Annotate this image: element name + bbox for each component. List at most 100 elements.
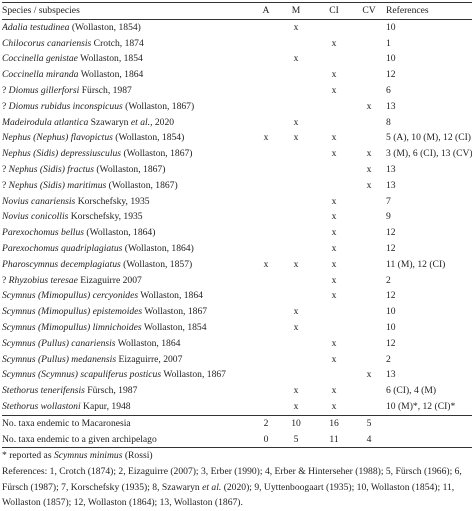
table-row: ? Nephus (Sidis) fractus (Wollaston, 186… xyxy=(2,162,472,178)
table-row: Parexochomus bellus (Wollaston, 1864) x 12 xyxy=(2,225,472,241)
header-m: M xyxy=(278,2,314,20)
table-row: Scymnus (Mimopullus) limnichoides Wollas… xyxy=(2,320,472,336)
cell-ci: x xyxy=(331,227,337,239)
header-cv: CV xyxy=(354,2,384,20)
cell-references: 12 xyxy=(386,242,396,254)
species-name: Stethorus tenerifensis xyxy=(2,385,85,397)
species-author: Eizaguirre 2007 xyxy=(77,274,142,286)
species-name: Novius canariensis xyxy=(2,195,76,207)
header-species: Species / subspecies xyxy=(2,2,254,20)
species-name: Nephus xyxy=(8,179,38,191)
cell-m xyxy=(278,83,314,99)
species-subgenus: Sidis xyxy=(36,148,56,160)
species-epithet: ) canariensis xyxy=(65,337,116,349)
cell-m xyxy=(278,209,314,225)
species-name: Scymnus xyxy=(2,369,36,381)
summary-references xyxy=(384,431,472,449)
species-subgenus: Nephus xyxy=(36,132,66,144)
cell-references: 12 xyxy=(386,227,396,239)
cell-references: 3 (M), 6 (CI), 13 (CV) xyxy=(386,148,472,160)
cell-a xyxy=(254,225,278,241)
cell-cv: x xyxy=(366,179,372,191)
species-author: (Wollaston, 1867) xyxy=(93,163,166,175)
cell-references: 12 xyxy=(386,337,396,349)
cell-cv xyxy=(354,288,384,304)
summary-label: No. taxa endemic to a given archipelago xyxy=(2,431,254,449)
species-cell: Nephus (Nephus) flavopictus (Wollaston, … xyxy=(2,130,254,146)
species-author: Korschefsky, 1935 xyxy=(75,195,150,207)
cell-references: 9 xyxy=(386,211,391,223)
species-author: Korschefsky, 1935 xyxy=(68,211,143,223)
summary-label: No. taxa endemic to Macaronesia xyxy=(2,414,254,432)
cell-a xyxy=(254,241,278,257)
cell-ci: x xyxy=(331,84,337,96)
cell-cv xyxy=(354,130,384,146)
species-epithet: ) cercyonides xyxy=(87,290,139,302)
cell-a xyxy=(254,194,278,210)
species-subgenus-open: ( xyxy=(35,290,42,302)
species-name: Parexochomus bellus xyxy=(2,227,84,239)
cell-references: 6 xyxy=(386,84,391,96)
cell-a xyxy=(254,209,278,225)
species-author: Wollaston, 1864 xyxy=(138,290,203,302)
table-row: Parexochomus quadriplagiatus (Wollaston,… xyxy=(2,241,472,257)
species-subgenus-open: ( xyxy=(35,337,42,349)
cell-cv xyxy=(354,352,384,368)
cell-cv xyxy=(354,36,384,52)
species-subgenus-open: ( xyxy=(30,148,37,160)
species-name: Scymnus xyxy=(2,337,36,349)
cell-ci xyxy=(314,320,354,336)
table-row: Chilocorus canariensis Crotch, 1874 x 1 xyxy=(2,36,472,52)
cell-m: x xyxy=(293,321,299,333)
header-ci: CI xyxy=(314,2,354,20)
table-row: ? Nephus (Sidis) maritimus (Wollaston, 1… xyxy=(2,178,472,194)
cell-m xyxy=(278,367,314,383)
species-cell: Coccinella genistae Wollaston, 1854 xyxy=(2,51,254,67)
species-subgenus-open: ( xyxy=(30,132,37,144)
cell-cv xyxy=(354,383,384,399)
cell-ci xyxy=(314,99,354,115)
cell-a xyxy=(254,352,278,368)
species-subgenus: Sidis xyxy=(43,179,62,191)
cell-ci xyxy=(314,115,354,131)
species-cell: Novius canariensis Korschefsky, 1935 xyxy=(2,194,254,210)
cell-ci: x xyxy=(331,337,337,349)
cell-m xyxy=(278,194,314,210)
species-uncertain-mark: ? xyxy=(2,163,9,175)
species-author: Szawaryn xyxy=(88,116,131,128)
table-row: Coccinella miranda Wollaston, 1864 x 12 xyxy=(2,67,472,83)
species-name: Stethorus wollastoni xyxy=(2,400,81,412)
cell-cv xyxy=(354,19,384,35)
cell-cv xyxy=(354,336,384,352)
footnote: * reported as Scymnus minimus (Rossi) xyxy=(2,448,472,464)
table-row: Scymnus (Mimopullus) cercyonides Wollast… xyxy=(2,288,472,304)
species-cell: Scymnus (Pullus) medanensis Eizaguirre, … xyxy=(2,352,254,368)
cell-ci: x xyxy=(331,211,337,223)
cell-ci: x xyxy=(331,258,337,270)
cell-ci: x xyxy=(331,290,337,302)
header-a: A xyxy=(254,2,278,20)
species-name: Rhyzobius teresae xyxy=(8,274,78,286)
species-cell: Scymnus (Scymnus) scapuliferus posticus … xyxy=(2,367,254,383)
species-author: Wollaston, 1864 xyxy=(78,69,144,81)
species-name: Nephus xyxy=(8,163,38,175)
table-row: Scymnus (Pullus) canariensis Wollaston, … xyxy=(2,336,472,352)
species-author: (Wollaston, 1864) xyxy=(83,227,156,239)
cell-ci xyxy=(314,367,354,383)
table-row: Novius canariensis Korschefsky, 1935 x 7 xyxy=(2,194,472,210)
species-cell: Madeirodula atlantica Szawaryn et al., 2… xyxy=(2,115,254,131)
table-header-row: Species / subspecies A M CI CV Reference… xyxy=(2,2,472,20)
cell-cv xyxy=(354,257,384,273)
species-name: Nephus xyxy=(2,148,31,160)
species-subgenus: Mimopullus xyxy=(41,321,88,333)
species-author: Fürsch, 1987 xyxy=(79,84,132,96)
species-cell: Parexochomus quadriplagiatus (Wollaston,… xyxy=(2,241,254,257)
cell-cv xyxy=(354,209,384,225)
cell-cv xyxy=(354,320,384,336)
cell-references: 2 xyxy=(386,274,391,286)
table-row: Pharoscymnus decemplagiatus (Wollaston, … xyxy=(2,257,472,273)
species-cell: Chilocorus canariensis Crotch, 1874 xyxy=(2,36,254,52)
species-name: Diomus rubidus inconspicuus xyxy=(8,100,123,112)
cell-a xyxy=(254,304,278,320)
species-author: Wollaston, 1854 xyxy=(141,321,207,333)
